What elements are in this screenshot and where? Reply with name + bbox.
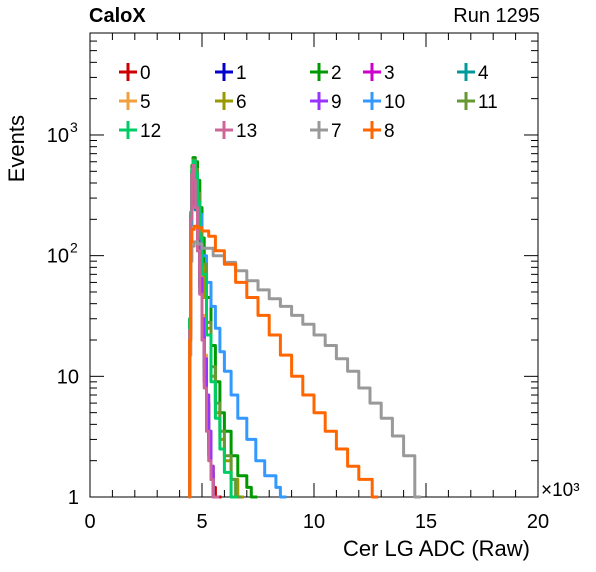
x-tick-label: 10 [303,511,325,533]
legend-label: 3 [384,63,395,84]
legend-item-1: 1 [215,63,247,84]
legend-label: 8 [384,121,395,142]
series-layer [188,156,421,499]
series-8-line [188,224,379,499]
legend-item-7: 7 [310,121,342,142]
legend-item-13: 13 [215,121,257,142]
legend-item-12: 12 [119,121,161,142]
legend-label: 1 [236,63,247,84]
y-tick-exponent: 3 [70,119,78,135]
y-tick-exponent: 2 [70,240,78,256]
legend-item-8: 8 [363,121,395,142]
legend-label: 5 [140,92,151,113]
legend-label: 9 [331,92,342,113]
x-tick-label: 0 [84,511,95,533]
legend-label: 2 [331,63,342,84]
series-7-line [188,240,421,499]
legend-label: 4 [478,63,489,84]
experiment-label: CaloX [89,5,146,27]
x-multiplier-label: ×10³ [541,480,580,501]
legend-label: 13 [236,121,257,142]
legend-label: 6 [236,92,247,113]
y-tick-label: 10 [57,366,79,388]
legend-item-10: 10 [363,92,405,113]
legend-item-2: 2 [310,63,342,84]
y-tick-label: 10 [47,246,69,268]
y-axis-label: Events [4,115,29,182]
legend-item-9: 9 [310,92,342,113]
legend-label: 0 [140,63,151,84]
run-label: Run 1295 [453,5,540,27]
legend-item-4: 4 [457,63,489,84]
series-13-line [188,163,220,499]
legend-item-0: 0 [119,63,151,84]
legend-label: 7 [331,121,342,142]
y-tick-label: 10 [47,125,69,147]
legend-item-3: 3 [363,63,395,84]
legend-item-11: 11 [457,92,498,113]
legend-label: 11 [478,92,498,113]
y-tick-label: 1 [68,487,79,509]
x-axis-label: Cer LG ADC (Raw) [343,536,530,561]
x-tick-label: 5 [196,511,207,533]
x-tick-label: 15 [415,511,437,533]
legend-item-6: 6 [215,92,247,113]
legend-label: 10 [384,92,405,113]
legend-item-5: 5 [119,92,151,113]
x-tick-label: 20 [527,511,549,533]
legend-label: 12 [140,121,161,142]
plot-frame [89,32,539,498]
